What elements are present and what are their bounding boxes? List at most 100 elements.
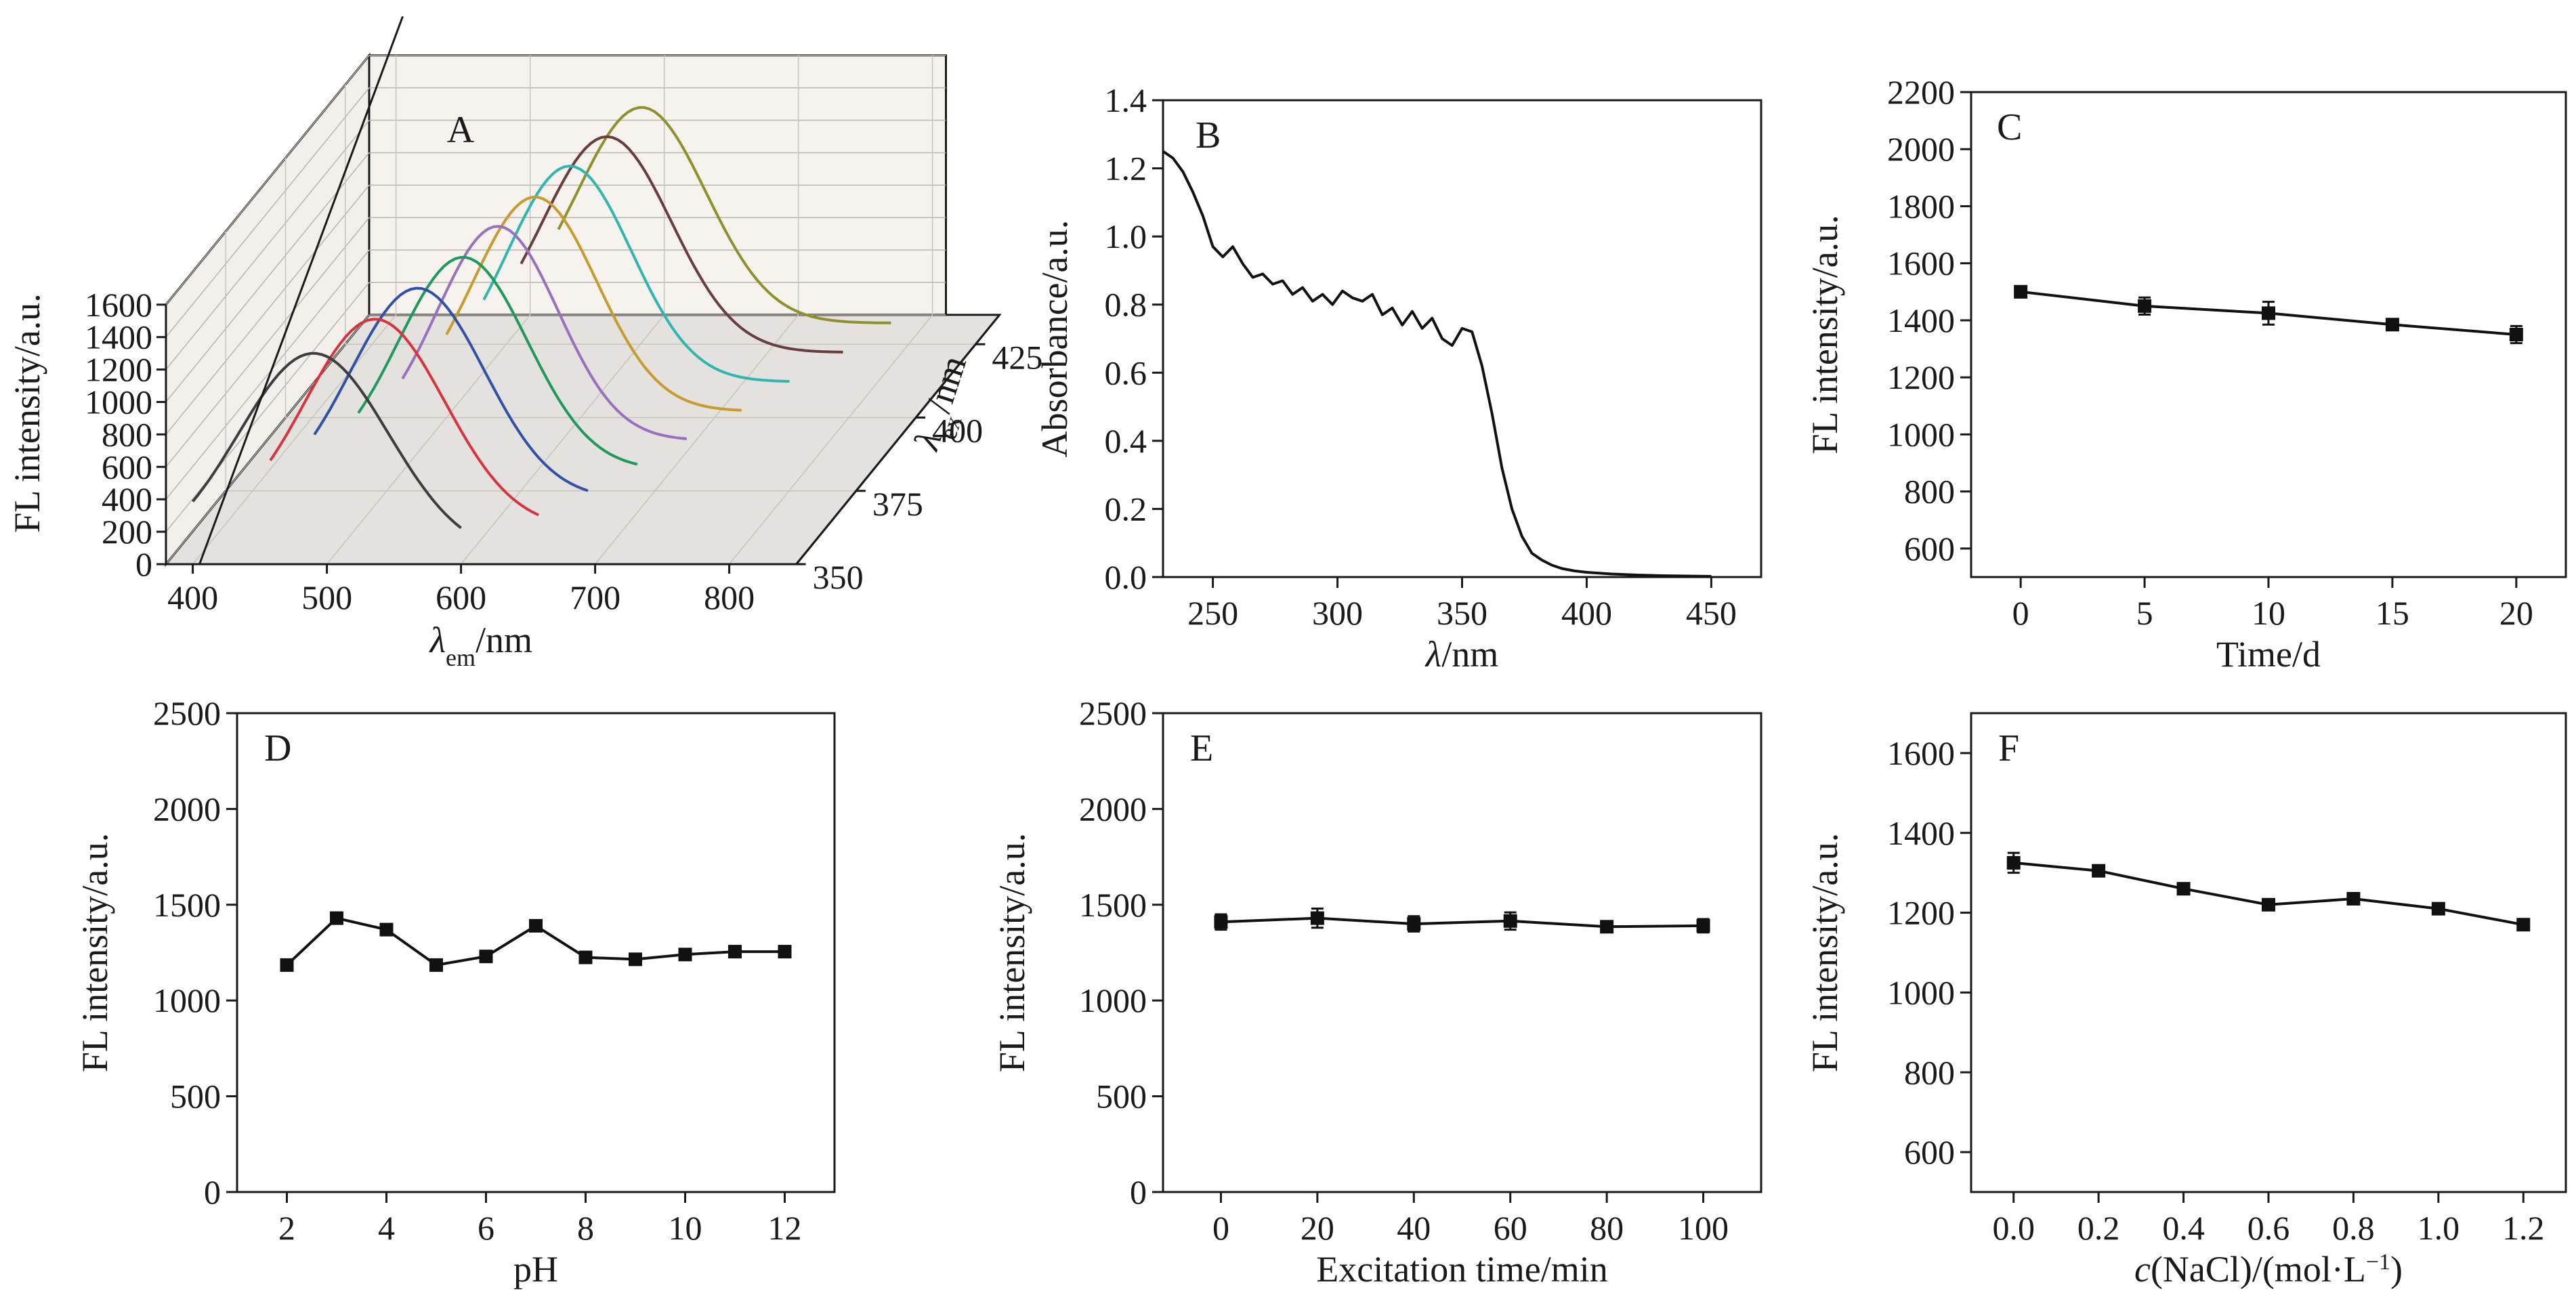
y-tick-label: 0.6 — [1105, 354, 1147, 391]
data-point — [2262, 897, 2275, 912]
y-tick-label: 1600 — [1887, 244, 1955, 282]
ex-tick-label: 350 — [813, 558, 864, 596]
y-tick-label: 0 — [135, 545, 152, 583]
spectrum-line — [357, 256, 638, 466]
data-point — [1503, 914, 1517, 928]
y-tick-label: 2500 — [153, 694, 221, 732]
data-point — [1214, 915, 1228, 929]
x-tick-label: 12 — [768, 1209, 802, 1247]
x-tick-label: 0 — [2012, 594, 2029, 632]
data-point — [1600, 920, 1614, 934]
panel-F: 0.0 0.2 0.4 0.6 0.8 1.0 1.2 600 800 1000 1200 1400 1… — [1804, 712, 2567, 1290]
floor-gridline — [729, 314, 933, 565]
panel-E: 0 20 40 60 80 10005001000150020002500Excitati… — [992, 694, 1762, 1290]
plot-frame — [1970, 712, 2567, 1193]
plot-frame — [236, 712, 836, 1193]
panel-B: 250 300 350 400 450 0.0 0.2 0.4 0.6 0.8 1.0 1.2 1.4 λ… — [1034, 81, 1762, 675]
data-point — [529, 918, 543, 933]
data-point — [1310, 911, 1324, 925]
y-tick-label: 1.2 — [1105, 150, 1147, 188]
x-tick-label: 0.4 — [2162, 1209, 2205, 1247]
x-tick-label: 5 — [2136, 594, 2153, 632]
y-tick-label: 0 — [204, 1173, 221, 1211]
x-tick-label: 400 — [167, 578, 218, 616]
spectrum-line — [557, 106, 891, 324]
data-point — [578, 950, 593, 964]
data-point — [2385, 318, 2399, 332]
y-axis-label: FL intensity/a.u. — [7, 293, 47, 532]
x-tick-label: 40 — [1397, 1209, 1431, 1247]
y-tick-label: 1200 — [1887, 894, 1955, 932]
x-tick-label: 0 — [1212, 1209, 1229, 1247]
plot-frame — [1162, 99, 1762, 578]
y-tick-label: 1000 — [153, 981, 221, 1019]
plot-frame — [1970, 91, 2567, 578]
x-tick-label: 6 — [478, 1209, 494, 1247]
data-point — [2262, 306, 2275, 320]
wall-gridline — [165, 120, 370, 370]
data-point — [2092, 864, 2106, 878]
data-point — [629, 952, 642, 966]
panel-A: 400 500 600 700 8000200400600800100012001400… — [7, 16, 1042, 671]
x-tick-label: 1.0 — [2417, 1209, 2460, 1247]
y-tick-label: 1800 — [1887, 187, 1955, 225]
floor-gridline — [192, 314, 397, 565]
x-tick-label: 250 — [1187, 594, 1238, 632]
data-point — [678, 948, 692, 962]
y-axis-label: FL intensity/a.u. — [75, 833, 115, 1072]
x-tick-label: 2 — [278, 1209, 295, 1247]
panel-letter: E — [1190, 727, 1213, 769]
x-tick-label: 0.6 — [2247, 1209, 2290, 1247]
x-tick-label: 80 — [1590, 1209, 1624, 1247]
y-tick-label: 600 — [102, 448, 152, 486]
y-axis-label: FL intensity/a.u. — [1804, 833, 1845, 1072]
x-tick-label: 500 — [301, 578, 352, 616]
data-point — [2176, 882, 2191, 896]
x-tick-label: 15 — [2376, 594, 2409, 632]
data-point — [1696, 918, 1710, 933]
spectrum-line — [401, 225, 688, 440]
x-tick-label: 100 — [1678, 1209, 1729, 1247]
plot-frame — [1162, 712, 1762, 1193]
ex-tick-label: 375 — [872, 485, 923, 523]
y-tick-label: 1200 — [85, 351, 152, 389]
x-axis-label: c(NaCl)/(mol·L−1) — [2134, 1249, 2403, 1290]
wall-gridline — [165, 152, 370, 402]
x-axis-label: Time/d — [2216, 634, 2321, 675]
x-axis-label: λ/nm — [1424, 634, 1498, 675]
wall-gridline — [165, 314, 370, 565]
y-tick-label: 0.4 — [1105, 422, 1147, 460]
x-tick-label: 20 — [1301, 1209, 1334, 1247]
data-point — [2138, 299, 2152, 313]
spectrum-line — [313, 286, 589, 492]
data-point — [2431, 901, 2445, 916]
y-tick-label: 200 — [102, 513, 152, 551]
wall-gridline — [165, 87, 370, 338]
floor-gridline — [326, 314, 531, 565]
y-tick-label: 1400 — [1887, 814, 1955, 852]
wall-gridline — [165, 55, 370, 305]
y-axis-label: FL intensity/a.u. — [1804, 215, 1845, 454]
data-point — [2346, 891, 2361, 906]
y-tick-label: 1000 — [1887, 973, 1955, 1011]
y-tick-label: 1600 — [85, 286, 152, 324]
x-tick-label: 10 — [669, 1209, 702, 1247]
panel-letter: F — [1998, 727, 2019, 769]
floor-gridline — [595, 314, 799, 565]
data-point — [2509, 328, 2523, 341]
series-line — [1221, 916, 1704, 929]
y-tick-label: 1.4 — [1105, 81, 1147, 119]
y-tick-label: 2000 — [153, 790, 221, 828]
series-line — [2013, 861, 2524, 927]
data-point — [479, 950, 493, 964]
x-tick-label: 700 — [570, 578, 620, 616]
y-tick-label: 800 — [102, 415, 152, 453]
data-point — [330, 911, 343, 925]
x-tick-label: 60 — [1494, 1209, 1527, 1247]
x-tick-label: 1.2 — [2502, 1209, 2545, 1247]
x-tick-label: 0.8 — [2332, 1209, 2375, 1247]
y-tick-label: 1200 — [1887, 358, 1955, 396]
data-point — [2014, 284, 2028, 299]
x-tick-label: 20 — [2499, 594, 2533, 632]
x-axis-label: pH — [513, 1249, 558, 1290]
